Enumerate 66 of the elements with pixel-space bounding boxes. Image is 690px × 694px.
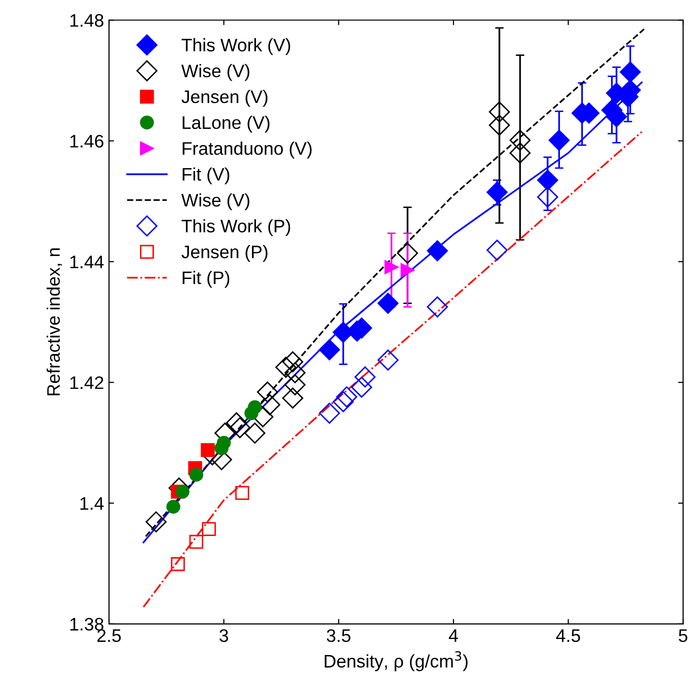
legend-label: Fratanduono (V) [182,142,312,158]
y-tick-label: 1.46 [70,134,104,148]
point [216,436,231,450]
point [620,62,641,83]
y-tick-label: 1.38 [70,618,104,631]
point [378,292,399,314]
point [318,402,340,424]
point [488,114,510,136]
point [426,296,448,318]
point [510,142,531,164]
point [226,412,247,434]
y-tick-label: 1.48 [70,14,104,27]
point [170,557,185,572]
point [486,240,508,261]
point [426,240,448,262]
point [244,422,266,444]
x-tick-label: 4.5 [556,629,580,642]
point [259,394,280,416]
point [248,400,262,414]
point [354,366,376,388]
legend-label: This Work (P) [182,219,290,236]
point [166,500,180,514]
point [202,522,216,536]
x-tick-label: 4 [448,629,458,642]
legend-label: Jensen (P) [182,245,268,262]
point [537,170,558,191]
legend-label: Wise (V) [181,193,250,210]
x-axis-title: Density, ρ (g/cm$^{3}$) [324,651,468,672]
y-tick-label: 1.42 [70,376,104,389]
point [488,101,510,122]
point [284,362,306,384]
y-tick-label: 1.44 [70,256,104,268]
x-tick-label: 2.5 [97,629,121,642]
point [282,351,304,372]
point [537,186,558,208]
legend-label: This Work (V) [182,38,290,56]
point [384,260,398,274]
point [284,374,306,396]
y-tick-label: 1.4 [80,497,104,510]
x-tick-label: 3.5 [326,629,350,642]
point [275,356,296,378]
point [189,534,204,549]
point [548,130,570,151]
point [510,130,531,151]
legend-label: Jensen (V) [182,90,268,107]
point [189,468,204,482]
legend-label: Wise (V) [181,64,250,81]
point [486,182,508,203]
x-tick-label: 3 [220,629,228,642]
legend-label: Fit (P) [182,270,230,288]
legend-label: LaLone (V) [182,116,270,133]
point [256,382,278,403]
point [400,263,414,278]
point [318,339,340,360]
point [336,386,358,408]
point [351,376,372,398]
x-tick-label: 5 [678,629,688,642]
point [378,350,399,371]
point [282,388,304,409]
point [397,242,418,264]
point [146,511,167,532]
y-axis-title: Refractive index, n [46,248,62,396]
point [332,391,354,412]
point [229,417,250,438]
point [235,486,250,500]
legend-label: Fit (V) [182,167,230,184]
